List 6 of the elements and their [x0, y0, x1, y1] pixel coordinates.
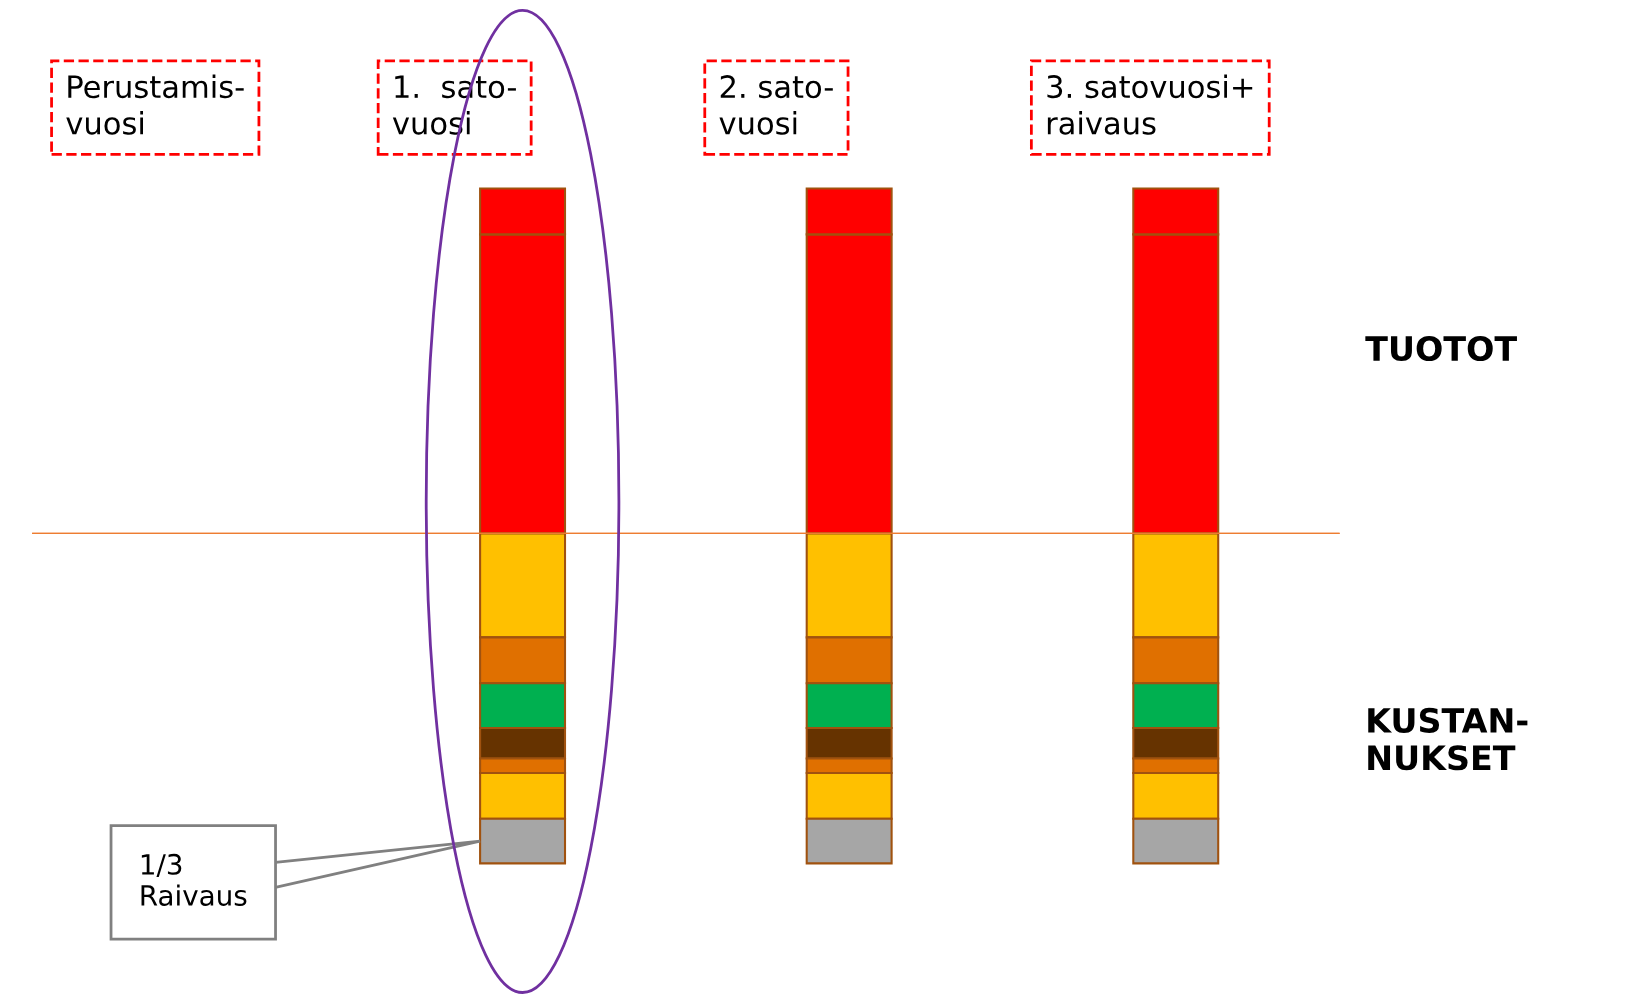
text: TUOTOT [1365, 335, 1517, 362]
text: KUSTAN- NUKSET [1368, 707, 1528, 771]
annotation: 1/3 Raivaus [141, 853, 247, 906]
x-tick-label: Perustamis- vuosi [66, 74, 244, 135]
x-tick-label: 3. satovuosi+ raivaus [1047, 74, 1253, 135]
x-tick-label: 2. sato- vuosi [719, 75, 833, 135]
